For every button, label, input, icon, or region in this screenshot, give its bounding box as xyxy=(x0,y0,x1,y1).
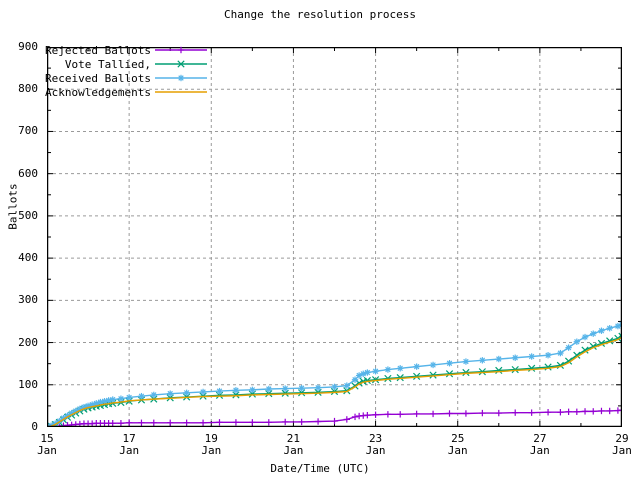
y-tick-label: 200 xyxy=(18,335,38,349)
legend-item[interactable]: Received Ballots xyxy=(45,72,213,85)
legend-key-swatch xyxy=(153,58,213,69)
legend-key-swatch xyxy=(153,86,213,97)
legend-label: Received Ballots xyxy=(45,72,151,85)
y-tick-label: 900 xyxy=(18,40,38,53)
y-tick-label: 300 xyxy=(18,293,38,307)
x-tick-label: 15 Jan xyxy=(37,432,57,457)
y-tick-label: 100 xyxy=(18,377,38,391)
x-tick-label: 23 Jan xyxy=(365,432,386,457)
x-tick-label: 19 Jan xyxy=(201,432,222,457)
legend-key-swatch xyxy=(153,72,213,83)
x-tick-label: 25 Jan xyxy=(447,432,468,457)
legend-item[interactable]: Rejected Ballots xyxy=(45,44,213,57)
x-tick-label: 21 Jan xyxy=(283,432,304,457)
series-3 xyxy=(47,336,622,427)
x-tick-label: 27 Jan xyxy=(529,432,550,457)
chart-title: Change the resolution process xyxy=(223,8,417,21)
series-0 xyxy=(47,406,622,427)
plot-area xyxy=(47,47,622,427)
legend-label: Acknowledgements xyxy=(45,86,151,99)
legend-label: Vote Tallied, xyxy=(64,58,151,71)
y-tick-label: 0 xyxy=(31,420,38,433)
y-tick-label: 500 xyxy=(18,208,38,222)
y-tick-label: 400 xyxy=(18,251,38,265)
series-2 xyxy=(47,321,622,427)
y-tick-label: 600 xyxy=(18,166,38,180)
x-tick-label: 29 Jan xyxy=(612,432,632,457)
legend-key-swatch xyxy=(153,44,213,55)
y-tick-label: 700 xyxy=(18,124,38,138)
x-tick-label: 17 Jan xyxy=(119,432,140,457)
legend-item[interactable]: Vote Tallied, xyxy=(48,58,213,71)
legend-label: Rejected Ballots xyxy=(45,44,151,57)
x-axis-label: Date/Time (UTC) xyxy=(270,462,370,475)
legend-item[interactable]: Acknowledgements xyxy=(45,86,213,99)
y-tick-label: 800 xyxy=(18,82,38,96)
